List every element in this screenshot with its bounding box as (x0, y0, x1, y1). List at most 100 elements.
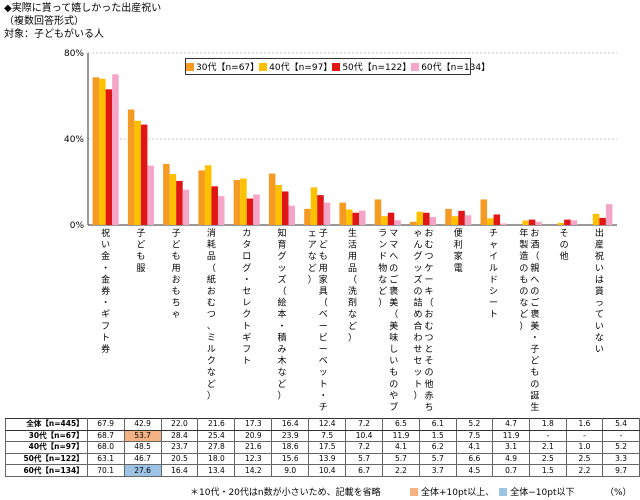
legend-item: 30代【n=67】 (186, 60, 259, 73)
bar-3-2 (140, 124, 148, 225)
bar-4-1 (112, 74, 119, 225)
x-tick-label: 子ども用家具（ベービーベット・チェアなど） (308, 228, 328, 413)
bar-4-14 (570, 220, 578, 225)
table-cell: 7.2 (345, 441, 384, 454)
x-tick-label: 生活用品（洗剤など） (348, 227, 357, 343)
table-cell: 25.4 (197, 429, 236, 443)
table-cell: 68.7 (86, 429, 125, 443)
table-cell: 42.9 (123, 418, 162, 431)
table-cell: 28.4 (160, 429, 199, 443)
table-cell: 20.5 (160, 452, 199, 466)
bar-3-4 (211, 186, 218, 225)
bar-3-6 (281, 191, 289, 225)
table-cell: 13.9 (308, 452, 347, 466)
bar-4-8 (359, 210, 366, 225)
highlight-high-label: 全体+10pt以上、 (421, 488, 495, 498)
bar-4-4 (217, 196, 225, 225)
bar-2-9 (381, 216, 388, 225)
table-cell: 10.4 (308, 464, 347, 477)
bar-3-7 (317, 195, 324, 225)
table-cell: 3.3 (602, 452, 640, 466)
x-tick-label: 知育グッズ（絵本・積み木など） (277, 227, 286, 401)
bar-3-5 (246, 198, 254, 225)
table-cell: 9.0 (271, 464, 310, 477)
table-cell: 11.9 (382, 429, 420, 443)
table-row: 30代【n=67】 68.7 53.7 28.4 25.4 20.9 23.9 7.5 10.4… (5, 429, 640, 443)
bar-4-9 (394, 220, 401, 225)
bar-2-8 (345, 209, 353, 225)
table-cell: 53.7 (123, 429, 162, 443)
table-cell: 4.9 (492, 452, 531, 466)
table-cell: 18.0 (197, 452, 236, 466)
table-cell: 6.5 (382, 418, 420, 431)
table-cell: 27.6 (123, 464, 162, 477)
x-tick-label: 便利家電 (454, 227, 463, 274)
bar-1-2 (127, 109, 135, 225)
table-cell: 6.2 (418, 441, 457, 454)
bar-3-10 (423, 212, 430, 225)
table-cell: - (529, 429, 567, 443)
x-tick-label: おむつケーキ（おむつとその他赤ちゃんグッズの詰め合わせセット） (414, 228, 434, 413)
bar-3-8 (352, 212, 360, 225)
table-cell: 0.7 (492, 464, 531, 477)
table-cell: 5.2 (602, 441, 640, 454)
bar-4-5 (253, 194, 260, 225)
data-table: 全体【n=445】 67.9 42.9 22.0 21.6 17.3 16.4 12.4 7.2… (5, 418, 640, 477)
x-tick-label: 子ども用おもちゃ (172, 228, 181, 320)
table-row-label: 40代【n=97】 (5, 441, 88, 454)
table-cell: 3.1 (492, 441, 531, 454)
unit-label-text: （%） (605, 488, 632, 498)
table-row: 50代【n=122】 63.1 46.7 20.5 18.0 12.3 15.6 13.9 5.… (5, 452, 640, 466)
bar-2-15 (592, 213, 600, 225)
bar-3-1 (105, 89, 113, 226)
bar-1-3 (163, 163, 170, 225)
table-cell: 9.7 (602, 464, 640, 477)
x-tick-label: 祝い金・金券・ギフト券 (101, 227, 110, 355)
table-row-label: 全体【n=445】 (5, 418, 88, 431)
bar-4-7 (323, 202, 331, 225)
table-cell: 10.4 (345, 429, 384, 443)
table-cell: 7.5 (308, 429, 347, 443)
bar-4-12 (500, 223, 507, 225)
y-tick-label: 80% (64, 49, 84, 59)
table-cell: 3.7 (418, 464, 457, 477)
table-cell: 6.1 (418, 418, 457, 431)
highlight-high-swatch (410, 487, 418, 496)
bar-4-10 (429, 217, 437, 225)
bar-1-6 (268, 173, 276, 225)
table-cell: 14.2 (234, 464, 273, 477)
legend-swatch (332, 62, 341, 71)
bar-1-7 (304, 208, 311, 225)
x-tick-label: 消耗品（紙おむつ、ミルクなど） (207, 227, 216, 401)
legend-swatch (259, 62, 268, 71)
table-cell: 1.0 (565, 441, 604, 454)
title-line-2: （複数回答形式） (4, 16, 84, 27)
footnote-note-text: ＊10代・20代はn数が小さいため、記載を省略 (190, 488, 381, 498)
table-cell: 12.4 (308, 418, 347, 431)
bar-1-4 (198, 170, 205, 225)
highlight-low-swatch (499, 487, 508, 496)
table-cell: 13.4 (197, 464, 236, 477)
bar-1-9 (374, 199, 382, 225)
bar-1-11 (445, 208, 452, 225)
table-cell: 6.6 (455, 452, 494, 466)
bar-2-11 (451, 216, 459, 225)
table-cell: 2.5 (529, 452, 567, 466)
bar-2-14 (557, 222, 565, 225)
chart-legend: 30代【n=67】 40代【n=97】 50代【n=122】 60代【n=134】 (185, 58, 490, 75)
table-cell: 21.6 (234, 441, 273, 454)
table-cell: 4.7 (492, 418, 531, 431)
table-cell: 16.4 (160, 464, 199, 477)
table-cell: 1.8 (529, 418, 567, 431)
x-tick-label: カタログ・セレクトギフト (242, 228, 251, 367)
table-cell: 12.3 (234, 452, 273, 466)
table-cell: 63.1 (86, 452, 125, 466)
y-tick-label: 0% (70, 221, 85, 231)
x-tick-label: ママへのご褒美（美味しいものやブランド物など） (378, 228, 398, 413)
x-tick-label: お酒（親へのご褒美・子どもの誕生年製造のものなど） (519, 227, 539, 413)
title-line-1: ◆実際に貰って嬉しかった出産祝い (4, 3, 162, 14)
table-cell: 22.0 (160, 418, 199, 431)
x-tick-label: その他 (560, 228, 569, 262)
unit-label: （%） (605, 485, 632, 498)
table-cell: 2.2 (565, 464, 604, 477)
